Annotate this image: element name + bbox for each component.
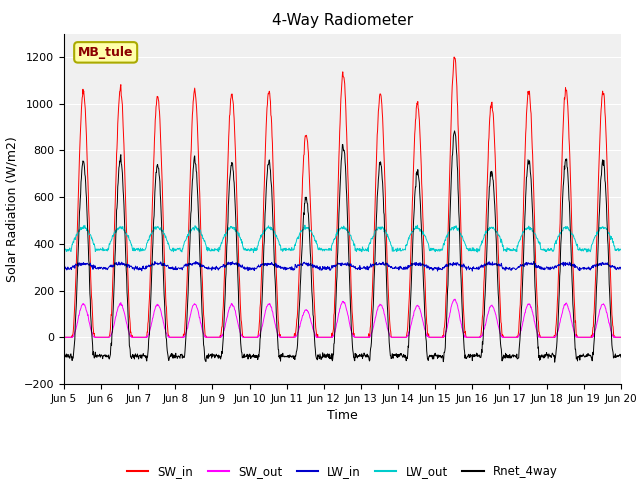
- Line: Rnet_4way: Rnet_4way: [64, 131, 621, 362]
- Line: SW_out: SW_out: [64, 299, 621, 337]
- Line: SW_in: SW_in: [64, 57, 621, 337]
- Legend: SW_in, SW_out, LW_in, LW_out, Rnet_4way: SW_in, SW_out, LW_in, LW_out, Rnet_4way: [122, 461, 563, 480]
- Text: MB_tule: MB_tule: [78, 46, 133, 59]
- Line: LW_in: LW_in: [64, 262, 621, 271]
- Y-axis label: Solar Radiation (W/m2): Solar Radiation (W/m2): [5, 136, 18, 282]
- Line: LW_out: LW_out: [64, 225, 621, 252]
- X-axis label: Time: Time: [327, 409, 358, 422]
- Title: 4-Way Radiometer: 4-Way Radiometer: [272, 13, 413, 28]
